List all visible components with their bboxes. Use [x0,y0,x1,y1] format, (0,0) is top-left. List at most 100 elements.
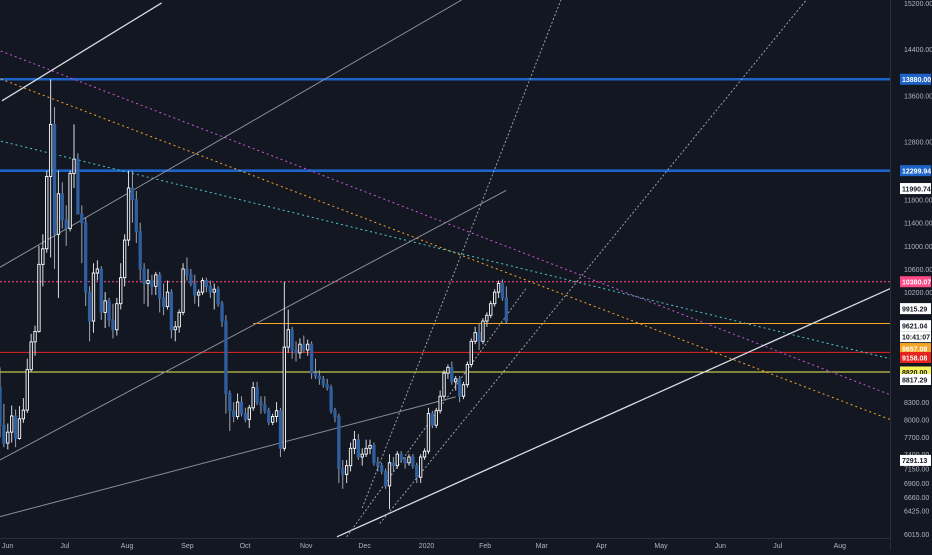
price-tick-label: 6015.00 [904,532,929,539]
candle-up [69,174,71,229]
candle-up [201,281,203,293]
time-tick-label: Dec [358,543,371,550]
candle-down [53,124,55,234]
price-tag-label: 13880.00 [902,77,931,84]
candle-down [330,388,332,411]
candle-down [240,402,242,414]
candle-down [310,344,312,373]
time-tick-label: May [654,543,668,550]
candle-up [439,396,441,410]
candle-up [197,292,199,295]
price-tick-label: 15200.00 [904,1,932,8]
candle-down [501,283,503,297]
candle-up [155,275,157,287]
candle-down [314,373,316,376]
price-tag-label: 9158.08 [902,355,927,362]
candle-down [232,411,234,417]
time-tick-label: Aug [834,543,847,550]
candle-down [451,367,453,381]
candle-down [384,471,386,485]
candle-up [92,273,94,321]
candle-up [419,457,421,477]
candle-up [120,278,122,304]
candle-down [0,387,1,425]
candle-up [361,454,363,457]
price-tick-label: 14400.00 [904,47,932,54]
time-tick-label: Mar [536,543,549,550]
candle-down [377,463,379,466]
candle-up [213,289,215,292]
candle-down [279,411,281,449]
candle-down [135,200,137,232]
candle-up [427,414,429,452]
candle-up [38,264,40,331]
candle-up [46,176,48,248]
candle-down [186,269,188,275]
candle-up [287,330,289,347]
candle-down [318,376,320,379]
price-tick-label: 7150.00 [904,467,929,474]
price-tick-label: 8300.00 [904,400,929,407]
price-tick-label: 6900.00 [904,481,929,488]
candle-down [264,405,266,411]
candle-down [431,414,433,426]
price-tag-label: 10380.07 [902,280,931,287]
time-tick-label: Jul [60,543,69,550]
price-tick-label: 6660.00 [904,495,929,502]
candle-up [490,304,492,316]
candle-down [209,286,211,292]
candle-down [357,440,359,457]
candle-up [443,373,445,396]
candle-down [505,298,507,321]
time-tick-label: Jun [2,543,13,550]
candle-down [412,457,414,466]
price-tick-label: 10200.00 [904,290,932,297]
candle-down [162,298,164,307]
candle-up [7,432,9,443]
candle-up [275,411,277,417]
price-tick-label: 13600.00 [904,93,932,100]
candle-up [353,440,355,449]
candle-down [143,269,145,283]
price-tick-label: 12800.00 [904,140,932,147]
candle-down [373,445,375,462]
candle-down [205,281,207,287]
candle-down [190,275,192,284]
candle-down [338,417,340,469]
price-tag-label: 9621.04 [902,323,927,330]
candle-up [271,417,273,423]
candle-up [73,159,75,173]
candle-up [466,364,468,384]
candle-up [365,448,367,454]
candle-up [166,292,168,306]
price-tick-label: 11800.00 [904,198,932,205]
candle-up [26,370,28,410]
candle-down [322,379,324,385]
price-tag-label: 10:41:07 [902,334,930,341]
candle-down [295,350,297,353]
price-tick-label: 7700.00 [904,435,929,442]
time-tick-label: Nov [300,543,313,550]
candle-down [303,344,305,350]
candle-up [423,451,425,457]
candle-down [229,393,231,410]
price-tick-label: 11000.00 [904,244,932,251]
candle-down [14,416,16,439]
candle-up [127,188,129,240]
price-tag-label: 12299.94 [902,168,931,175]
candle-down [326,385,328,388]
candle-up [497,283,499,292]
candle-down [61,194,63,220]
candle-up [10,416,12,432]
candle-up [42,249,44,265]
candle-down [217,289,219,303]
candle-up [49,124,51,176]
candle-down [225,321,227,393]
time-tick-label: Jul [773,543,782,550]
candle-down [100,269,102,312]
candle-down [478,333,480,342]
candle-up [30,342,32,370]
candle-down [158,275,160,298]
